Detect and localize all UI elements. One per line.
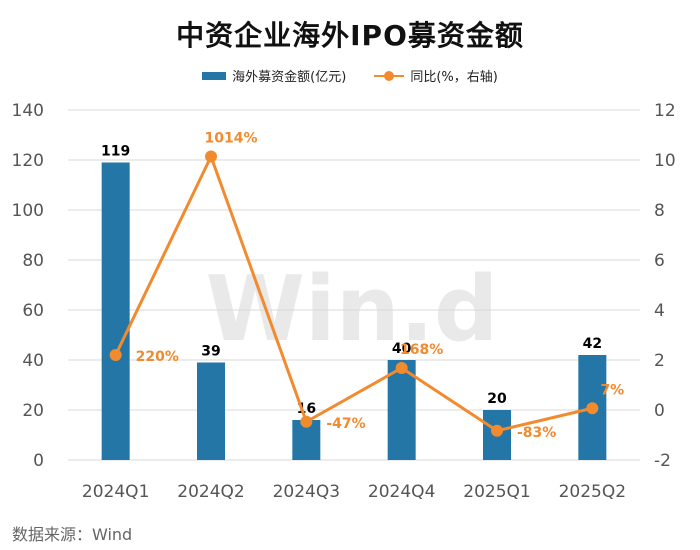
line-value-label: -47%: [326, 416, 365, 432]
x-axis-tick-label: 2024Q2: [177, 482, 244, 502]
bar-value-label: 42: [583, 336, 602, 352]
right-axis-tick-label: 6: [654, 251, 665, 271]
bar: [197, 362, 225, 460]
line-point: [300, 415, 313, 428]
left-axis-tick-label: 140: [12, 101, 44, 121]
line-value-label: 7%: [600, 382, 624, 398]
left-axis-tick-label: 100: [12, 201, 44, 221]
line-series: [114, 155, 593, 433]
legend-item-bar: 海外募资金额(亿元): [202, 66, 346, 85]
left-axis-tick-label: 60: [22, 301, 44, 321]
line-point: [395, 362, 408, 374]
line-point: [491, 424, 503, 437]
line-point: [109, 349, 122, 361]
left-axis-tick-label: 20: [22, 401, 44, 421]
right-axis-tick-label: 2: [654, 351, 665, 371]
right-axis-tick-label: 8: [654, 201, 665, 221]
line-value-label: -83%: [517, 425, 556, 441]
x-axis-tick-label: 2024Q1: [82, 482, 149, 502]
right-axis-tick-label: 4: [654, 301, 665, 321]
chart-title: 中资企业海外IPO募资金额: [176, 19, 524, 52]
data-source: 数据来源：Wind: [12, 525, 133, 544]
x-axis-tick-label: 2025Q1: [463, 482, 530, 502]
bar-value-label: 40: [392, 341, 412, 357]
bar: [101, 162, 130, 460]
bar-value-label: 119: [101, 144, 130, 160]
legend: 海外募资金额(亿元) 同比(%，右轴): [0, 66, 700, 85]
line-point: [205, 150, 217, 163]
bar: [387, 360, 416, 460]
right-axis-tick-label: 0: [654, 401, 665, 421]
left-axis-tick-label: 0: [33, 451, 44, 471]
bar-value-label: 20: [487, 391, 507, 407]
right-axis-tick-label: -2: [654, 451, 671, 471]
legend-bar-swatch: [202, 71, 227, 80]
left-axis-tick-label: 120: [12, 151, 44, 171]
legend-bar-label: 海外募资金额(亿元): [232, 70, 347, 85]
line-value-label: 1014%: [205, 131, 258, 147]
left-axis-tick-label: 40: [22, 351, 44, 371]
right-axis-tick-label: 10: [654, 151, 676, 171]
legend-line-label: 同比(%，右轴): [410, 70, 498, 85]
bar-value-label: 39: [201, 344, 220, 360]
x-axis-tick-label: 2024Q3: [273, 482, 340, 502]
right-axis-tick-label: 12: [654, 101, 676, 121]
line-value-label: 168%: [400, 342, 443, 358]
x-axis-tick-label: 2025Q2: [559, 482, 626, 502]
left-axis-tick-label: 80: [22, 251, 44, 271]
line-point: [586, 402, 599, 415]
x-axis-tick-label: 2024Q4: [368, 482, 435, 502]
legend-item-line: 同比(%，右轴): [374, 66, 498, 85]
line-value-label: 220%: [136, 349, 179, 365]
legend-line-swatch: [374, 70, 405, 82]
